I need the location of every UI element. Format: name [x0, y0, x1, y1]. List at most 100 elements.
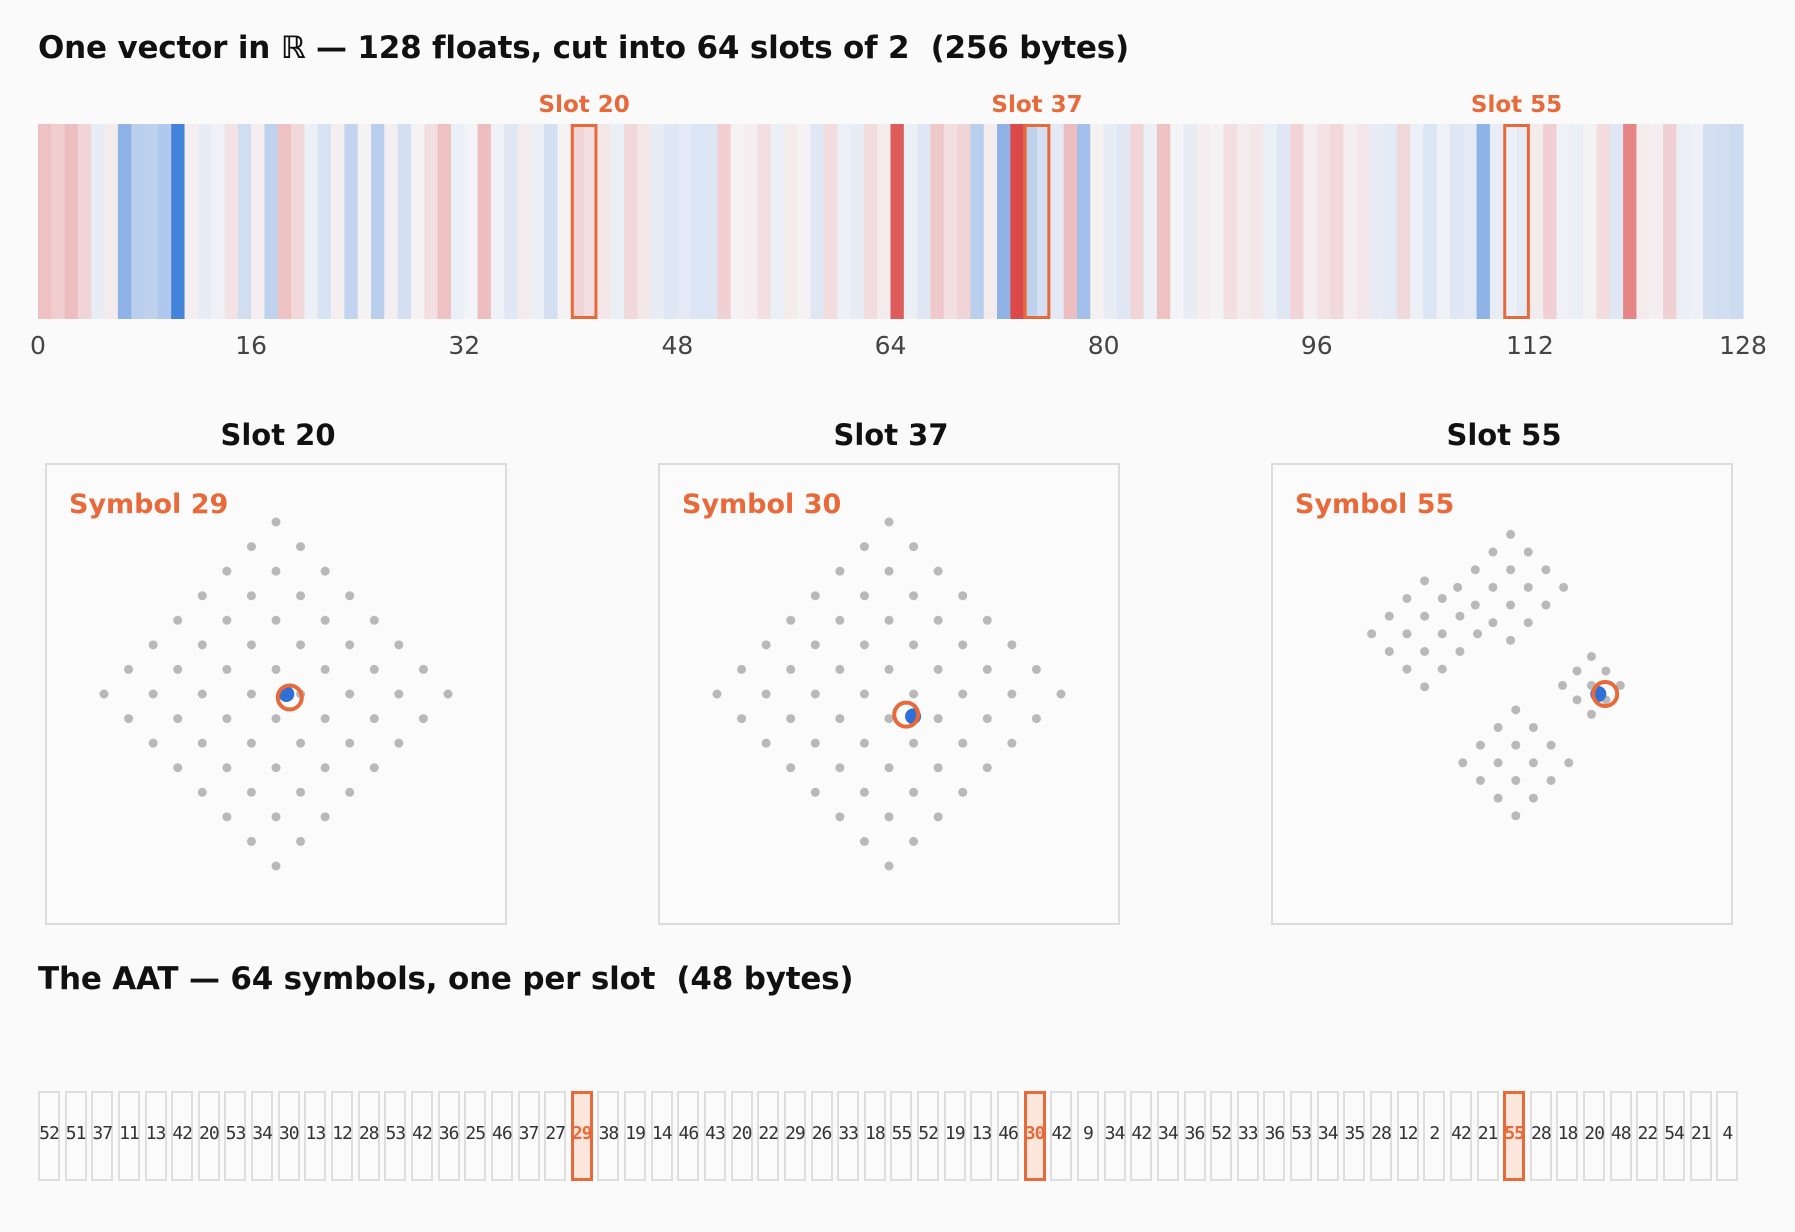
vector-cell — [743, 124, 758, 319]
lattice-point — [982, 664, 992, 674]
vector-cell — [184, 124, 199, 319]
vector-cell — [1649, 124, 1664, 319]
vector-cell — [1210, 124, 1225, 319]
vector-cell — [1543, 124, 1558, 319]
vector-cell — [1596, 124, 1611, 319]
lattice-point — [835, 763, 845, 773]
vector-cell — [1489, 124, 1504, 319]
vector-cell — [637, 124, 652, 319]
lattice-point — [197, 738, 207, 748]
aat-symbol-value: 30 — [278, 1123, 300, 1144]
lattice-point — [1586, 652, 1596, 662]
lattice-point — [761, 689, 771, 699]
aat-cell — [331, 1091, 354, 1181]
aat-cell — [1476, 1091, 1499, 1181]
lattice-point — [1007, 640, 1017, 650]
lattice-panel-slot-20: Symbol 29 — [45, 463, 507, 925]
axis-tick-label: 96 — [1301, 331, 1333, 360]
aat-cell — [91, 1091, 114, 1181]
aat-cell — [277, 1091, 300, 1181]
aat-symbol-value: 34 — [1104, 1123, 1126, 1144]
aat-cell — [1636, 1091, 1659, 1181]
vector-cell — [171, 124, 186, 319]
vector-cell — [211, 124, 226, 319]
aat-cell — [251, 1091, 274, 1181]
lattice-point — [1007, 689, 1017, 699]
panel-title-slot-20: Slot 20 — [220, 418, 336, 452]
vector-cell — [757, 124, 772, 319]
lattice-point — [786, 664, 796, 674]
aat-cell — [624, 1091, 647, 1181]
lattice-point — [345, 787, 355, 797]
lattice-point — [296, 591, 306, 601]
aat-cell — [1076, 1091, 1099, 1181]
lattice-point — [345, 640, 355, 650]
aat-symbol-value: 12 — [332, 1123, 353, 1144]
aat-symbol-value: 28 — [1371, 1123, 1392, 1144]
lattice-point — [173, 714, 183, 724]
vector-cell — [1676, 124, 1691, 319]
lattice-plot — [99, 517, 453, 871]
lattice-point — [933, 812, 943, 822]
lattice-point — [222, 615, 232, 625]
vector-cell — [730, 124, 745, 319]
aat-cell — [597, 1091, 620, 1181]
lattice-point — [1528, 722, 1538, 732]
lattice-point — [982, 615, 992, 625]
lattice-point — [271, 763, 281, 773]
symbol-label: Symbol 29 — [69, 489, 229, 520]
lattice-point — [859, 640, 869, 650]
vector-cell — [930, 124, 945, 319]
vector-cell — [1716, 124, 1731, 319]
lattice-point — [884, 664, 894, 674]
lattice-point — [933, 615, 943, 625]
aat-symbol-value: 19 — [944, 1123, 966, 1144]
aat-symbol-value: 20 — [198, 1123, 220, 1144]
vector-cell — [1689, 124, 1704, 319]
aat-symbol-value: 36 — [438, 1123, 460, 1144]
aat-symbol-value: 12 — [1397, 1123, 1419, 1144]
aat-symbol-value: 13 — [145, 1123, 167, 1144]
vector-cell — [1529, 124, 1544, 319]
aat-symbol-value: 27 — [545, 1123, 566, 1144]
aat-cell — [1343, 1091, 1366, 1181]
vector-cell — [117, 124, 132, 319]
aat-symbol-value: 21 — [1690, 1123, 1712, 1144]
aat-cell — [517, 1091, 540, 1181]
vector-cell — [1729, 124, 1744, 319]
aat-cell — [783, 1091, 806, 1181]
vector-cell — [450, 124, 465, 319]
lattice-point — [345, 591, 355, 601]
aat-symbol-value: 38 — [598, 1123, 620, 1144]
lattice-point — [909, 542, 919, 552]
lattice-point — [271, 861, 281, 871]
lattice-point — [859, 542, 869, 552]
lattice-point — [884, 861, 894, 871]
aat-cell — [1556, 1091, 1579, 1181]
vector-cell — [1476, 124, 1491, 319]
vector-cell — [144, 124, 159, 319]
vector-cell — [690, 124, 705, 319]
lattice-point — [786, 714, 796, 724]
vector-cell — [1076, 124, 1091, 319]
aat-symbol-value: 20 — [731, 1123, 753, 1144]
vector-cell — [1503, 124, 1518, 319]
aat-symbol-value: 46 — [678, 1123, 700, 1144]
vector-cell — [1623, 124, 1638, 319]
aat-symbol-value: 13 — [305, 1123, 327, 1144]
aat-cell — [357, 1091, 380, 1181]
vector-heatmap-strip: Slot 20 Slot 37 Slot 55 0 16 32 48 64 80 96 112 128 — [30, 92, 1767, 360]
lattice-point — [1541, 600, 1551, 610]
vector-cell — [1330, 124, 1344, 319]
vector-cell — [277, 124, 292, 319]
vector-cell — [504, 124, 519, 319]
lattice-point — [394, 640, 404, 650]
vector-cell — [890, 124, 905, 319]
aat-cell — [384, 1091, 407, 1181]
lattice-point — [1572, 666, 1582, 676]
nearest-symbol-ring — [1591, 680, 1620, 708]
aat-symbol-value: 29 — [571, 1123, 593, 1144]
aat-symbol-value: 46 — [492, 1123, 513, 1144]
aat-symbol-value: 20 — [1584, 1123, 1605, 1144]
aat-symbol-value: 33 — [1237, 1123, 1259, 1144]
